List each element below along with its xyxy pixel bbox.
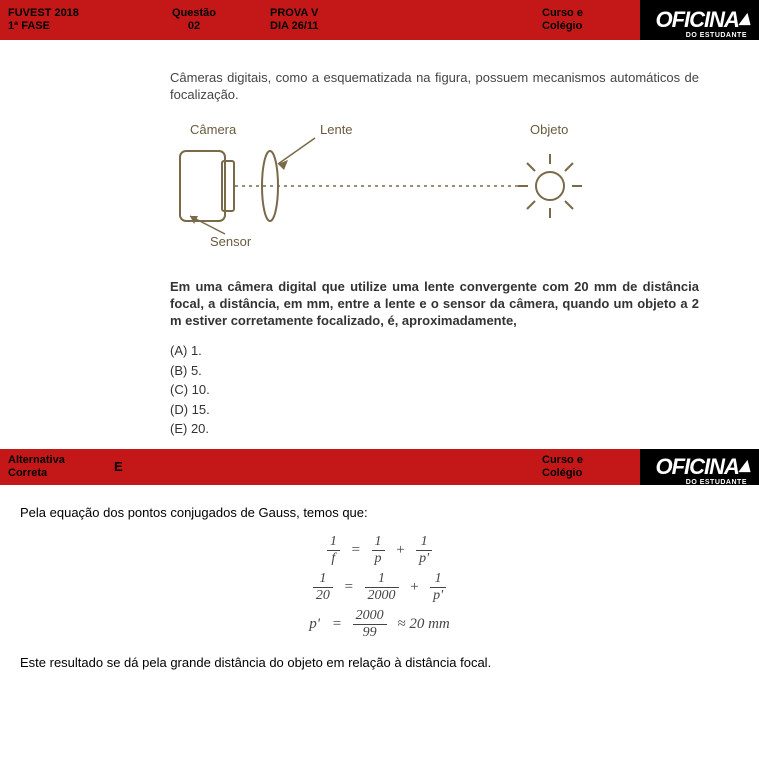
answer-label-line1: Alternativa	[8, 454, 98, 467]
eq2-plus: +	[405, 579, 423, 596]
eq1-equals: =	[347, 542, 365, 559]
logo-arrow-icon: ▴	[739, 5, 749, 31]
eq1-r2num: 1	[416, 534, 432, 551]
sun-rays-icon	[518, 154, 582, 218]
alt-e: (E) 20.	[170, 419, 699, 439]
header-question-label: Questão	[134, 7, 254, 20]
answer-black-section: OFICINA▴ DO ESTUDANTE	[640, 449, 759, 485]
header-black-section: OFICINA▴ DO ESTUDANTE	[640, 0, 759, 40]
eq2-r2num: 1	[430, 571, 446, 588]
object-sun-icon	[536, 172, 564, 200]
alt-a: (A) 1.	[170, 341, 699, 361]
equation-1: 1f = 1p + 1p'	[20, 534, 739, 567]
eq1-r2den: p'	[416, 551, 432, 567]
question-body: Em uma câmera digital que utilize uma le…	[170, 279, 699, 330]
header-question-cell: Questão 02	[126, 3, 262, 37]
oficina-logo: OFICINA▴ DO ESTUDANTE	[656, 7, 750, 33]
logo-main-2: OFICINA	[656, 454, 739, 479]
eq3-approx: ≈ 20 mm	[393, 616, 453, 633]
answer-label-cell: Alternativa Correta	[0, 450, 106, 484]
eq1-lden: f	[327, 551, 340, 567]
header-question-number: 02	[134, 20, 254, 33]
header-red-section: FUVEST 2018 1ª FASE Questão 02 PROVA V D…	[0, 0, 640, 40]
question-intro: Câmeras digitais, como a esquematizada n…	[170, 70, 699, 104]
eq1-lnum: 1	[327, 534, 340, 551]
header-test-name: PROVA V	[270, 7, 420, 20]
header-exam-name: FUVEST 2018	[8, 7, 118, 20]
logo-sub-2: DO ESTUDANTE	[686, 479, 747, 486]
eq3-lhs: p'	[305, 616, 324, 633]
eq2-r1num: 1	[365, 571, 399, 588]
logo-arrow-icon-2: ▴	[739, 452, 749, 478]
solution-conclusion: Este resultado se dá pela grande distânc…	[20, 655, 739, 670]
eq1-plus: +	[391, 542, 409, 559]
header-exam-cell: FUVEST 2018 1ª FASE	[0, 3, 126, 37]
lens-arrow-head-icon	[278, 160, 288, 170]
equation-3: p' = 200099 ≈ 20 mm	[20, 608, 739, 641]
camera-body-icon	[180, 151, 225, 221]
eq3-den: 99	[353, 625, 387, 641]
label-objeto: Objeto	[530, 122, 568, 137]
alt-b: (B) 5.	[170, 361, 699, 381]
eq2-lden: 20	[313, 588, 333, 604]
label-sensor: Sensor	[210, 234, 252, 249]
answer-brand-line1: Curso e	[542, 454, 632, 467]
logo-sub: DO ESTUDANTE	[686, 32, 747, 39]
label-lente: Lente	[320, 122, 353, 137]
camera-figure: Câmera Lente Objeto Sensor	[170, 116, 699, 261]
eq1-r1den: p	[372, 551, 385, 567]
eq2-equals: =	[340, 579, 358, 596]
label-camera: Câmera	[190, 122, 237, 137]
eq1-r1num: 1	[372, 534, 385, 551]
equation-2: 120 = 12000 + 1p'	[20, 571, 739, 604]
header-brand-line1: Curso e	[542, 7, 632, 20]
answer-brand-line2: Colégio	[542, 467, 632, 480]
header-brand-cell: Curso e Colégio	[534, 3, 640, 37]
answer-value: E	[106, 455, 162, 479]
eq2-lnum: 1	[313, 571, 333, 588]
solution-lead: Pela equação dos pontos conjugados de Ga…	[20, 505, 739, 520]
answer-brand-cell: Curso e Colégio	[534, 450, 640, 484]
answer-label-line2: Correta	[8, 467, 98, 480]
question-area: Câmeras digitais, como a esquematizada n…	[0, 40, 759, 449]
answer-red-section: Alternativa Correta E Curso e Colégio	[0, 449, 640, 485]
camera-diagram-svg: Câmera Lente Objeto Sensor	[170, 116, 590, 256]
top-header: FUVEST 2018 1ª FASE Questão 02 PROVA V D…	[0, 0, 759, 40]
camera-front-icon	[222, 161, 234, 211]
eq3-num: 2000	[353, 608, 387, 625]
alt-d: (D) 15.	[170, 400, 699, 420]
solution-area: Pela equação dos pontos conjugados de Ga…	[0, 485, 759, 704]
eq3-equals: =	[328, 616, 346, 633]
eq2-r1den: 2000	[365, 588, 399, 604]
oficina-logo-2: OFICINA▴ DO ESTUDANTE	[656, 454, 750, 480]
answer-header: Alternativa Correta E Curso e Colégio OF…	[0, 449, 759, 485]
eq2-r2den: p'	[430, 588, 446, 604]
alternatives-list: (A) 1. (B) 5. (C) 10. (D) 15. (E) 20.	[170, 341, 699, 439]
header-test-date: DIA 26/11	[270, 20, 420, 33]
header-test-cell: PROVA V DIA 26/11	[262, 3, 428, 37]
logo-main: OFICINA	[656, 7, 739, 32]
lens-arrow-line	[278, 138, 315, 164]
alt-c: (C) 10.	[170, 380, 699, 400]
header-phase: 1ª FASE	[8, 20, 118, 33]
header-brand-line2: Colégio	[542, 20, 632, 33]
